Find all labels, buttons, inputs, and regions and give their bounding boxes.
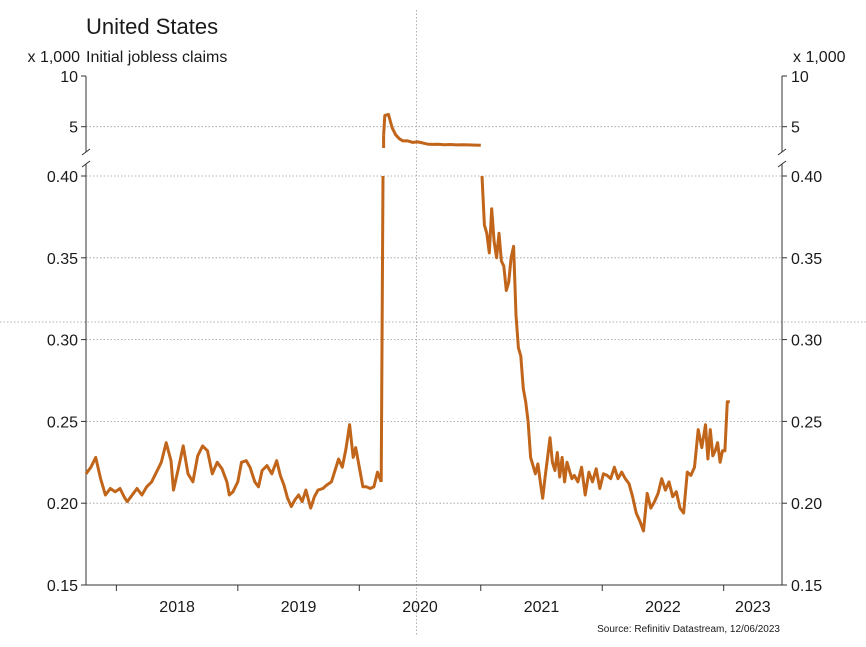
series-line-pre-2020 <box>84 423 383 510</box>
unit-label-right: x 1,000 <box>793 49 846 66</box>
axes <box>81 75 787 591</box>
x-tick-label-2022: 2022 <box>645 599 681 616</box>
axis-break-mark-a-left <box>81 148 91 156</box>
x-tick-label-2019: 2019 <box>281 599 317 616</box>
y-tick-label-right-0.40: 0.40 <box>791 169 822 186</box>
unit-label-left: x 1,000 <box>28 49 81 66</box>
y-tick-label-right-0.15: 0.15 <box>791 578 822 595</box>
y-tick-label-left-0.30: 0.30 <box>47 333 78 350</box>
series-line-pandemic-peak <box>382 113 481 147</box>
y-tick-label-right-5: 5 <box>791 120 800 137</box>
x-tick-label-2023: 2023 <box>735 599 771 616</box>
axis-break-mark-b-right <box>777 160 787 168</box>
y-tick-label-left-0.25: 0.25 <box>47 414 78 431</box>
y-tick-label-left-0.35: 0.35 <box>47 251 78 268</box>
y-tick-label-left-10: 10 <box>60 69 78 86</box>
axis-break-mark-b-left <box>81 160 91 168</box>
y-tick-label-right-0.20: 0.20 <box>791 496 822 513</box>
y-tick-label-left-0.40: 0.40 <box>47 169 78 186</box>
axis-break-mark-a-right <box>777 148 787 156</box>
gridlines <box>0 10 866 635</box>
x-tick-label-2020: 2020 <box>402 599 438 616</box>
x-tick-label-2018: 2018 <box>159 599 195 616</box>
series-line-post-2021 <box>480 175 730 533</box>
y-tick-label-right-0.35: 0.35 <box>791 251 822 268</box>
tick-labels: 0.40 0.40 0.35 0.35 0.30 0.30 0.25 0.25 0.20 0.20… <box>47 69 822 616</box>
chart-title: United States <box>86 14 218 39</box>
y-tick-label-left-0.20: 0.20 <box>47 496 78 513</box>
y-tick-label-right-0.25: 0.25 <box>791 414 822 431</box>
y-tick-label-left-0.15: 0.15 <box>47 578 78 595</box>
y-tick-label-right-10: 10 <box>791 69 809 86</box>
series-layer <box>84 113 730 533</box>
series-line-jump-up <box>379 175 385 482</box>
chart-subtitle: Initial jobless claims <box>86 49 227 66</box>
y-tick-label-left-5: 5 <box>69 120 78 137</box>
source-note: Source: Refinitiv Datastream, 12/06/2023 <box>597 624 780 635</box>
y-tick-label-right-0.30: 0.30 <box>791 333 822 350</box>
x-tick-label-2021: 2021 <box>524 599 560 616</box>
